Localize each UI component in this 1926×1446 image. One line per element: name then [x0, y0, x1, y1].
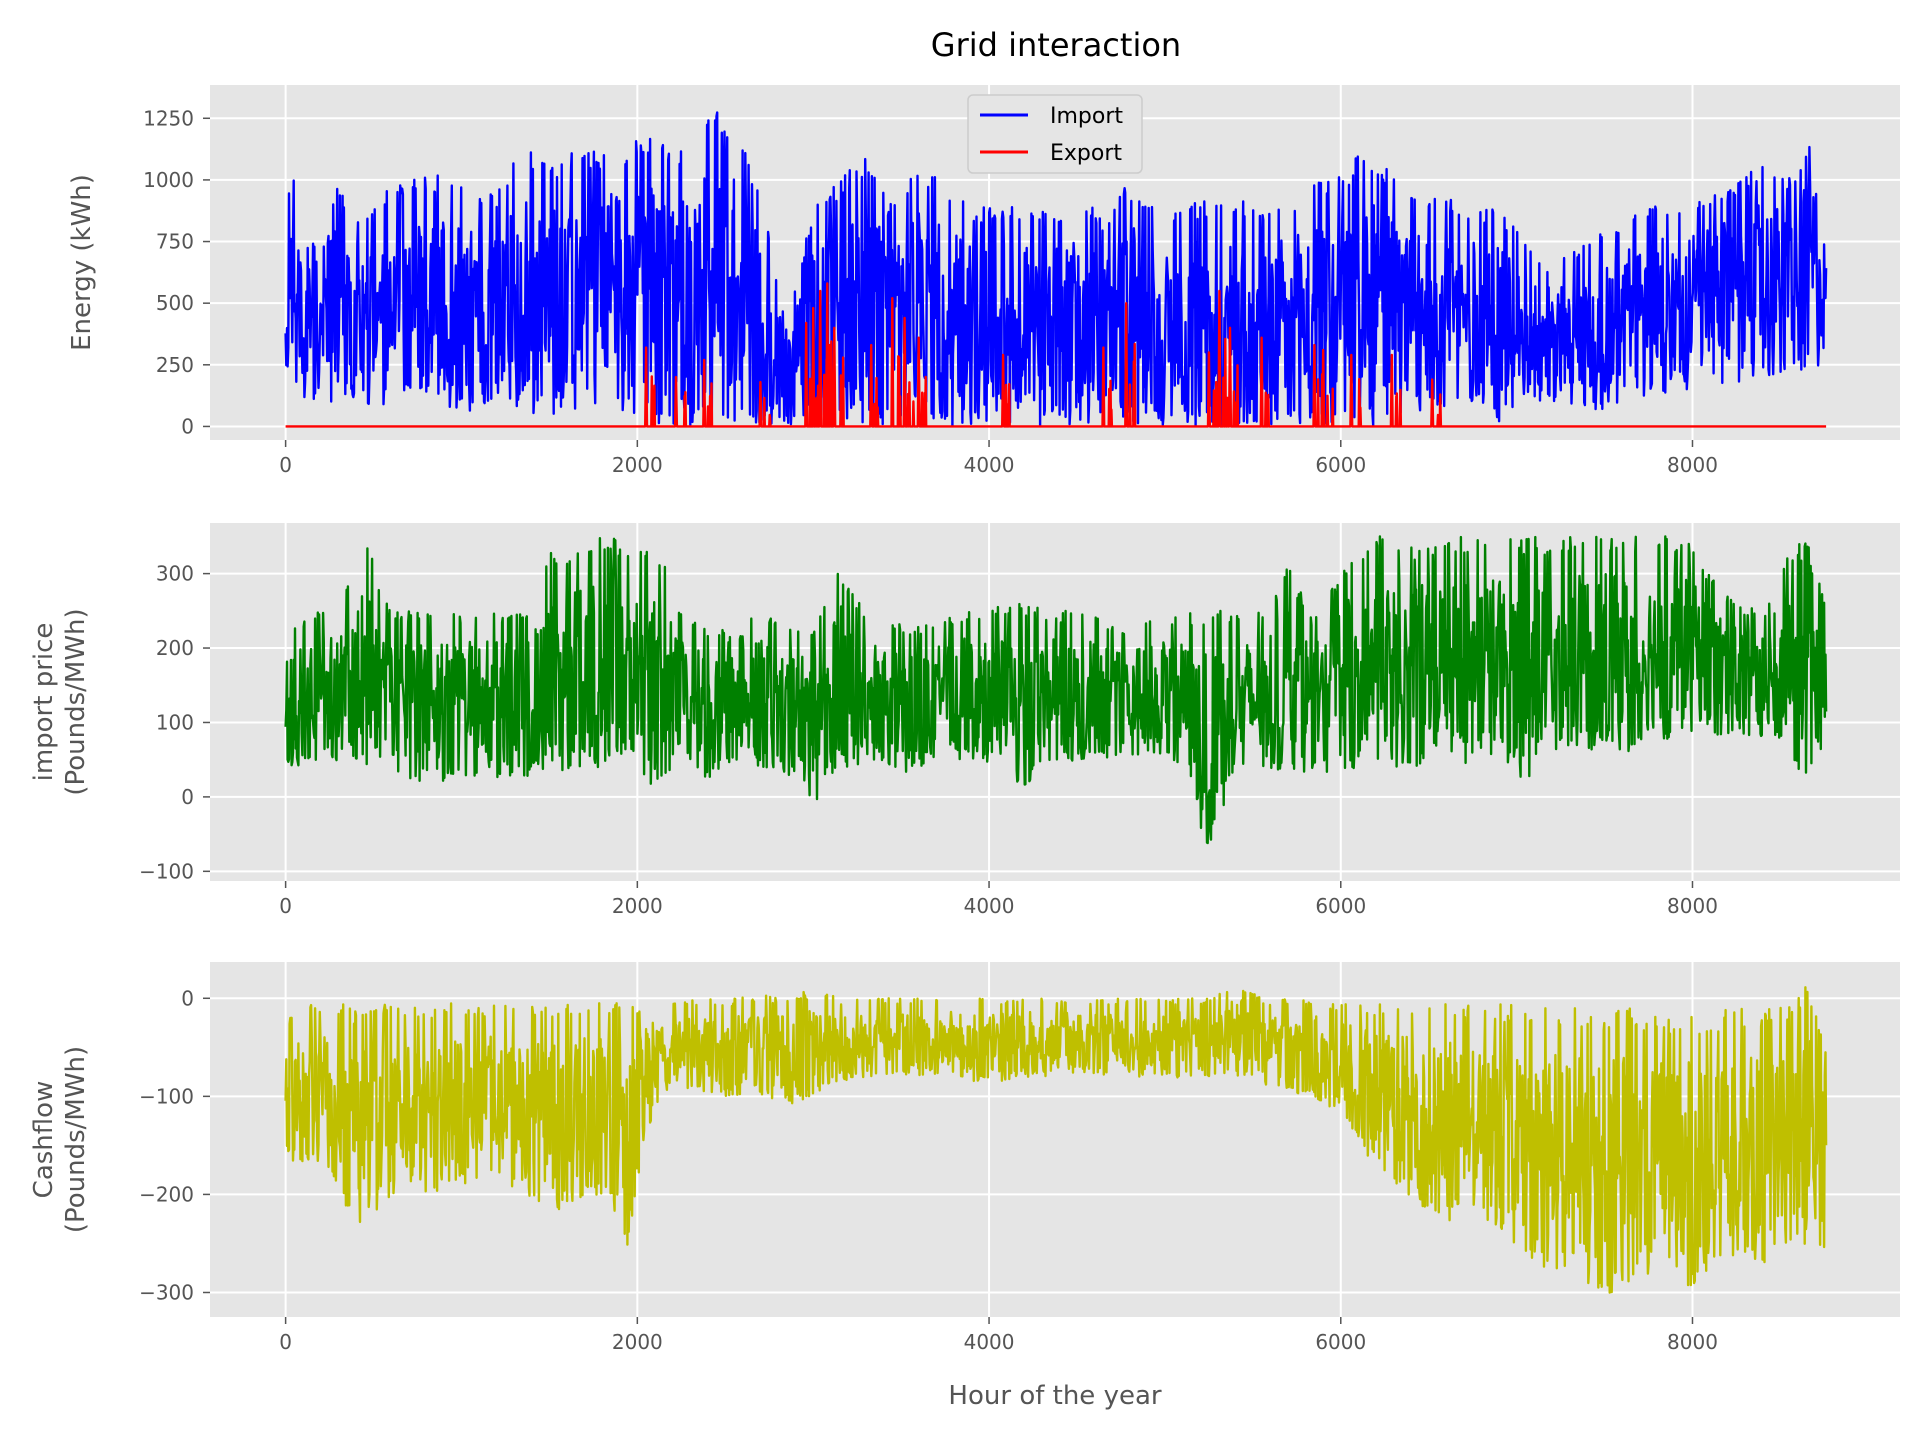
- x-tick-label: 2000: [612, 1330, 663, 1354]
- x-tick-label: 4000: [964, 894, 1015, 918]
- y-tick-label: 250: [156, 353, 194, 377]
- y-tick-label: −100: [139, 1084, 194, 1108]
- x-tick-label: 0: [279, 1330, 292, 1354]
- legend-label-import: Import: [1050, 104, 1123, 129]
- x-tick-label: 2000: [612, 894, 663, 918]
- y-axis-label: (Pounds/MWh): [61, 608, 91, 795]
- y-axis-label: import price: [29, 623, 59, 782]
- y-axis-label: (Pounds/MWh): [61, 1046, 91, 1233]
- x-tick-label: 4000: [964, 1330, 1015, 1354]
- x-tick-label: 8000: [1667, 894, 1718, 918]
- x-tick-label: 8000: [1667, 453, 1718, 477]
- panel-1: 0 2000 4000 6000 8000 0 250 500 750 1000 1250 Energ…: [67, 85, 1900, 477]
- y-tick-label: 300: [156, 562, 194, 586]
- chart-panels: 0 2000 4000 6000 8000025050075010001250Energ…: [29, 85, 1900, 1411]
- legend-label-export: Export: [1050, 141, 1122, 166]
- y-tick-label: 0: [181, 414, 194, 438]
- y-tick-label: 0: [181, 785, 194, 809]
- series-line: [284, 986, 1828, 1294]
- x-tick-label: 2000: [612, 453, 663, 477]
- series-group: [284, 535, 1828, 845]
- panel-3: 0 2000 4000 6000 8000 −300 −200 −100 0 Cashflow (P…: [29, 962, 1900, 1411]
- y-tick-label: −100: [139, 859, 194, 883]
- y-axis-label: Cashflow: [29, 1081, 59, 1199]
- legend: Import Export: [967, 94, 1143, 174]
- x-tick-label: 8000: [1667, 1330, 1718, 1354]
- series-line: [284, 535, 1828, 845]
- x-tick-label: 6000: [1315, 453, 1366, 477]
- y-tick-label: 1250: [143, 106, 194, 130]
- y-tick-label: 0: [181, 986, 194, 1010]
- series-group: [284, 986, 1828, 1294]
- panel-2: 0 2000 4000 6000 8000 −100 0 100 200 300 import pr…: [29, 523, 1900, 918]
- x-tick-label: 6000: [1315, 1330, 1366, 1354]
- series-group: [284, 111, 1828, 428]
- x-tick-label: 0: [279, 894, 292, 918]
- x-axis-label: Hour of the year: [948, 1381, 1161, 1411]
- y-tick-label: 750: [156, 230, 194, 254]
- y-tick-label: −300: [139, 1280, 194, 1304]
- y-tick-label: 1000: [143, 168, 194, 192]
- y-tick-label: 500: [156, 291, 194, 315]
- chart-title: Grid interaction: [931, 26, 1181, 64]
- x-tick-label: 4000: [964, 453, 1015, 477]
- series-line-export: [285, 282, 1827, 428]
- y-tick-label: 200: [156, 636, 194, 660]
- x-tick-label: 0: [279, 453, 292, 477]
- y-tick-label: 100: [156, 710, 194, 734]
- y-tick-label: −200: [139, 1182, 194, 1206]
- y-axis-label: Energy (kWh): [67, 174, 97, 351]
- x-tick-label: 6000: [1315, 894, 1366, 918]
- series-line-import: [284, 111, 1828, 428]
